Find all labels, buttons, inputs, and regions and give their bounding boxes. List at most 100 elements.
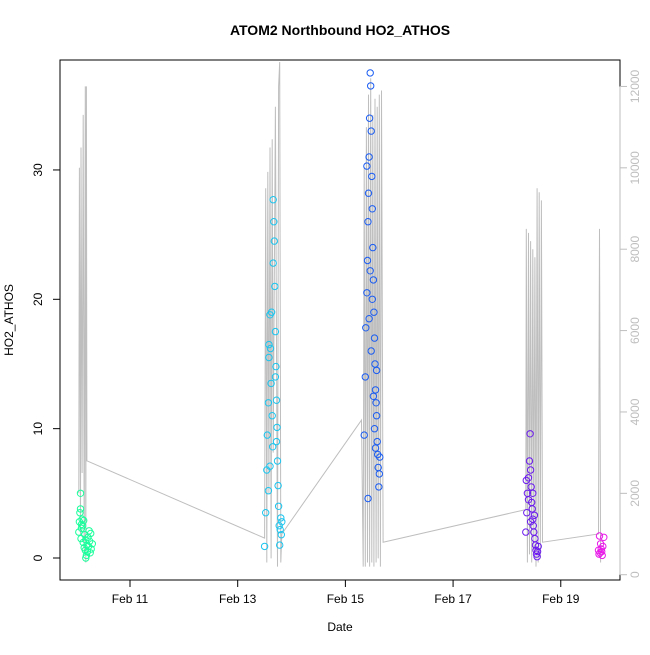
data-point <box>263 431 271 439</box>
data-point <box>267 379 275 388</box>
data-point <box>370 308 378 316</box>
data-point <box>369 243 377 252</box>
data-point <box>369 392 378 400</box>
y2-tick-label: 4000 <box>628 398 642 425</box>
data-point <box>364 189 373 197</box>
data-point <box>367 347 375 355</box>
data-point <box>272 362 280 371</box>
data-point <box>268 412 276 420</box>
data-point <box>526 430 534 438</box>
data-point <box>76 489 85 497</box>
data-point <box>269 259 277 267</box>
data-point <box>260 542 269 551</box>
data-point <box>262 509 270 517</box>
data-point <box>277 531 285 539</box>
x-tick-label: Feb 11 <box>112 592 149 606</box>
y2-tick-label: 8000 <box>628 236 642 263</box>
y-tick-label: 30 <box>31 163 45 177</box>
data-point <box>274 502 283 510</box>
data-point <box>80 516 88 525</box>
x-tick-label: Feb 19 <box>542 592 580 606</box>
data-point <box>270 237 278 245</box>
data-point <box>78 522 87 530</box>
data-point <box>528 505 536 513</box>
data-point <box>265 353 273 362</box>
background-line <box>78 61 602 567</box>
data-point <box>269 443 277 451</box>
data-point <box>264 487 273 495</box>
data-point <box>595 532 604 540</box>
x-tick-label: Feb 13 <box>219 592 257 606</box>
data-point <box>369 276 378 284</box>
chart-title: ATOM2 Northbound HO2_ATHOS <box>230 22 450 38</box>
data-point <box>533 553 541 561</box>
data-point <box>277 514 285 522</box>
data-point <box>595 550 603 558</box>
data-point <box>364 494 372 503</box>
data-point <box>266 462 274 470</box>
data-point <box>365 315 373 323</box>
data-point <box>365 153 373 161</box>
data-point <box>273 457 282 465</box>
y-tick-label: 20 <box>31 292 45 306</box>
data-point <box>276 541 284 549</box>
background-line-series <box>78 61 602 567</box>
y2-tick-label: 6000 <box>628 317 642 344</box>
data-point <box>362 324 370 332</box>
x-axis-label: Date <box>327 620 353 634</box>
data-point <box>271 282 279 291</box>
data-point <box>270 218 278 226</box>
data-point <box>269 196 277 204</box>
data-point <box>276 525 284 534</box>
data-point <box>525 457 534 465</box>
data-point <box>373 437 381 446</box>
data-point <box>370 425 379 433</box>
data-point <box>278 518 286 526</box>
data-point <box>598 551 606 560</box>
data-point <box>271 327 280 336</box>
data-point <box>523 509 531 517</box>
data-point <box>77 520 86 529</box>
data-point <box>367 82 375 90</box>
data-point <box>368 295 376 303</box>
data-point <box>363 162 371 170</box>
y-tick-label: 0 <box>31 554 45 561</box>
data-point <box>372 412 381 420</box>
y-axis-label: HO2_ATHOS <box>2 284 16 356</box>
data-point <box>87 529 95 538</box>
secondary-y-axis: 0 2000 4000 6000 8000 10000 12000 <box>619 69 642 578</box>
data-point <box>82 554 90 562</box>
data-point <box>366 69 374 77</box>
y2-tick-label: 0 <box>628 571 642 578</box>
series-1 <box>260 196 286 551</box>
data-point <box>375 483 383 491</box>
data-point <box>87 545 95 553</box>
data-point <box>367 127 375 135</box>
data-point <box>526 518 535 526</box>
data-point <box>360 431 368 439</box>
data-point <box>272 396 281 404</box>
data-point <box>86 549 94 557</box>
data-point <box>271 373 280 381</box>
data-point <box>368 172 376 181</box>
data-point <box>529 489 537 497</box>
y-axis: 0 10 20 30 <box>31 163 61 561</box>
data-point <box>533 547 542 556</box>
data-point <box>361 373 369 381</box>
series-0 <box>75 489 97 562</box>
data-point <box>376 453 384 461</box>
data-point <box>88 540 97 548</box>
data-point <box>265 340 273 349</box>
series-2 <box>360 69 384 503</box>
data-point <box>363 256 372 265</box>
data-point <box>275 522 283 530</box>
data-point <box>372 366 381 375</box>
series-4 <box>594 532 608 560</box>
data-point <box>371 386 380 394</box>
data-point <box>524 496 533 504</box>
y2-tick-label: 2000 <box>628 480 642 507</box>
data-point <box>272 437 281 446</box>
data-point <box>365 114 374 122</box>
